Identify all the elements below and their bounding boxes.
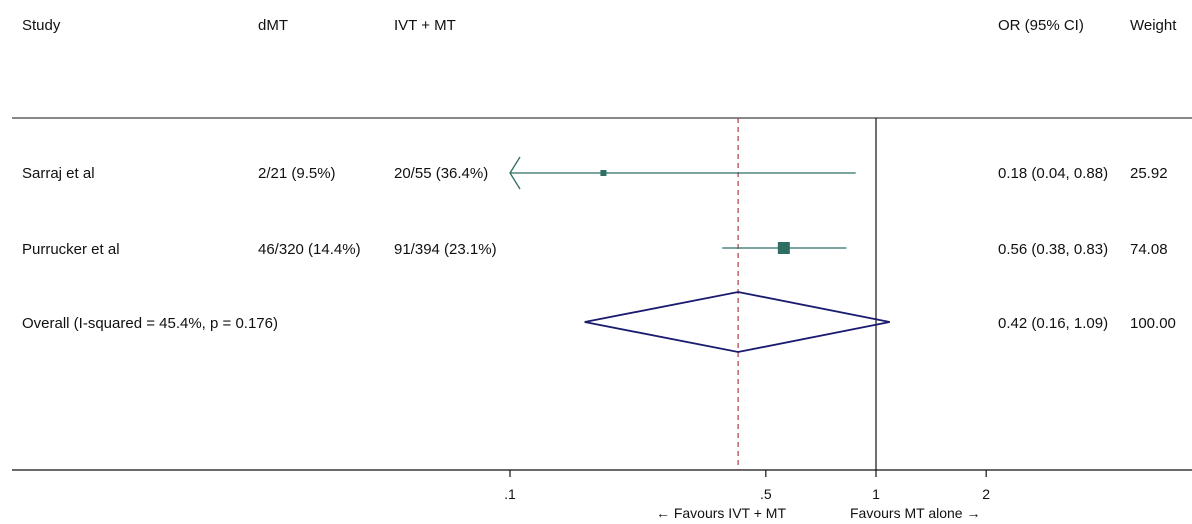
overall-diamond xyxy=(584,291,890,353)
x-tick-label: .5 xyxy=(760,486,772,502)
study-ivt: 20/55 (36.4%) xyxy=(394,165,488,182)
study-or-text: 0.56 (0.38, 0.83) xyxy=(998,241,1108,258)
study-estimate-box xyxy=(777,242,790,254)
study-ivt: 91/394 (23.1%) xyxy=(394,241,497,258)
overall-or-text: 0.42 (0.16, 1.09) xyxy=(998,315,1108,332)
header-ivt: IVT + MT xyxy=(394,17,456,34)
study-dmt: 2/21 (9.5%) xyxy=(258,165,336,182)
header-or: OR (95% CI) xyxy=(998,17,1084,34)
study-name: Purrucker et al xyxy=(22,241,120,258)
study-ci-arrow xyxy=(509,156,521,190)
header-study: Study xyxy=(22,17,61,34)
plot-marks: .1 .5 1 2 xyxy=(504,118,990,502)
favours-right-label: Favours MT alone → xyxy=(850,505,980,521)
study-name: Sarraj et al xyxy=(22,165,95,182)
study-dmt: 46/320 (14.4%) xyxy=(258,241,361,258)
study-estimate-box xyxy=(600,170,607,176)
favours-left-label: ← Favours IVT + MT xyxy=(656,505,786,521)
study-or-text: 0.18 (0.04, 0.88) xyxy=(998,165,1108,182)
header-dmt: dMT xyxy=(258,17,288,34)
x-tick-label: 2 xyxy=(982,486,990,502)
study-weight: 25.92 xyxy=(1130,165,1168,182)
overall-label: Overall (I-squared = 45.4%, p = 0.176) xyxy=(22,315,278,332)
x-tick-label: .1 xyxy=(504,486,516,502)
study-weight: 74.08 xyxy=(1130,241,1168,258)
header-weight: Weight xyxy=(1130,17,1177,34)
x-tick-label: 1 xyxy=(872,486,880,502)
overall-weight: 100.00 xyxy=(1130,315,1176,332)
